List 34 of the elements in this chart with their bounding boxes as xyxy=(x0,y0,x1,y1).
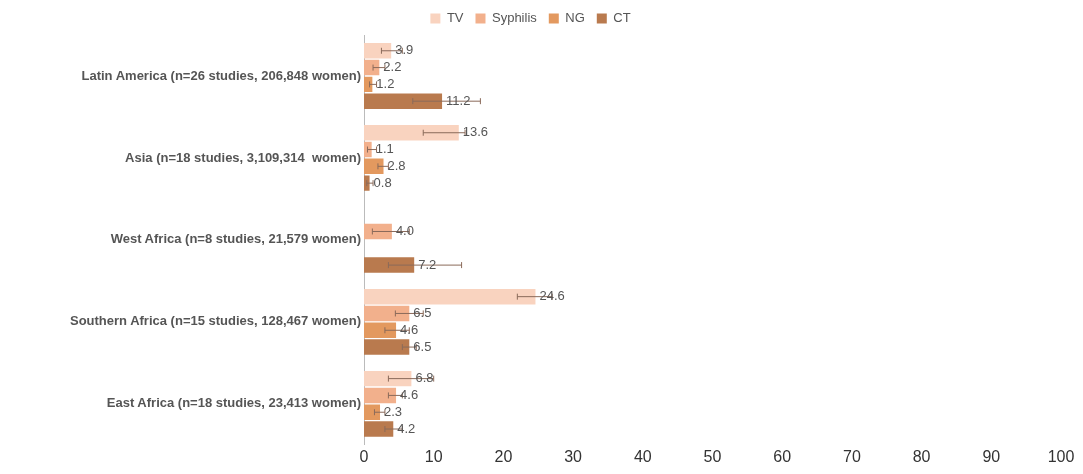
data-label: 0.8 xyxy=(373,174,392,190)
data-label: 4.6 xyxy=(400,321,419,337)
x-tick-label: 10 xyxy=(424,447,443,465)
x-tick-label: 60 xyxy=(773,447,792,465)
legend-label: TV xyxy=(446,10,464,26)
data-label: 24.6 xyxy=(539,288,565,304)
data-label: 2.2 xyxy=(383,59,402,75)
data-label: 2.8 xyxy=(387,157,406,173)
data-label: 2.3 xyxy=(384,403,403,419)
legend-label: NG xyxy=(565,10,585,26)
data-label: 13.6 xyxy=(462,124,489,140)
x-tick-label: 0 xyxy=(359,447,369,465)
x-tick-label: 40 xyxy=(633,447,652,465)
legend-label: CT xyxy=(613,10,631,26)
x-tick-label: 70 xyxy=(843,447,861,465)
data-label: 3.9 xyxy=(395,42,414,58)
y-tick-label: Asia (n=18 studies, 3,109,314 women) xyxy=(125,149,361,165)
y-tick-label: East Africa (n=18 studies, 23,413 women) xyxy=(106,395,361,411)
x-tick-label: 30 xyxy=(564,447,583,465)
x-tick-label: 90 xyxy=(982,447,1001,465)
y-tick-label: Latin America (n=26 studies, 206,848 women) xyxy=(81,67,361,83)
data-label: 6.5 xyxy=(413,305,432,321)
data-label: 1.2 xyxy=(376,75,395,91)
x-tick-label: 20 xyxy=(494,447,513,465)
data-label: 4.2 xyxy=(397,420,416,436)
data-label: 6.5 xyxy=(413,338,432,354)
x-tick-label: 50 xyxy=(703,447,722,465)
data-label: 1.1 xyxy=(375,141,394,157)
data-label: 4.6 xyxy=(400,387,419,402)
y-tick-label: Southern Africa (n=15 studies, 128,467 women) xyxy=(69,313,361,329)
x-tick-label: 80 xyxy=(912,447,931,465)
legend-label: Syphilis xyxy=(491,10,538,26)
y-tick-label: West Africa (n=8 studies, 21,579 women) xyxy=(110,231,361,247)
x-tick-label: 100 xyxy=(1047,447,1075,465)
